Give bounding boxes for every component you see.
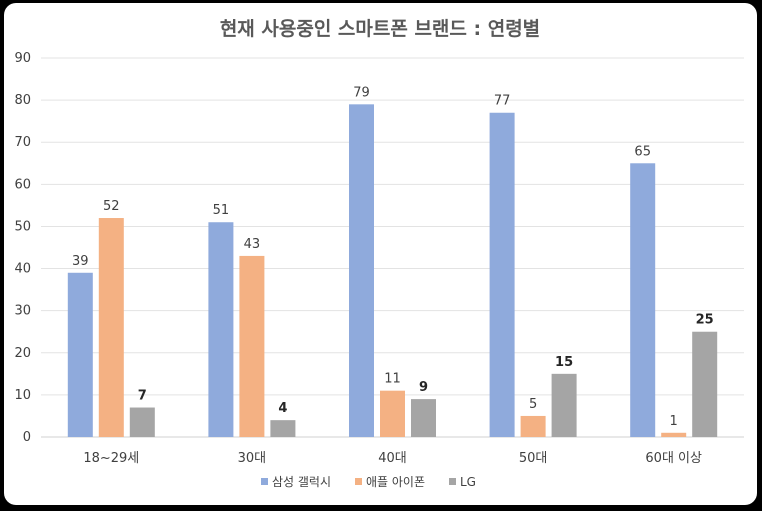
legend-label: 삼성 갤럭시 — [272, 475, 331, 489]
y-tick-label: 90 — [14, 51, 31, 66]
y-tick-label: 50 — [14, 219, 31, 234]
legend-label: LG — [460, 475, 476, 489]
data-label: 79 — [353, 85, 370, 100]
bar — [67, 272, 93, 437]
y-tick-label: 30 — [14, 304, 31, 319]
x-tick-label: 30대 — [238, 451, 267, 466]
bar — [661, 432, 687, 437]
data-label: 4 — [278, 401, 287, 416]
bar — [129, 407, 155, 437]
x-tick-label: 50대 — [519, 451, 548, 466]
data-label: 51 — [213, 203, 230, 218]
data-label: 11 — [384, 372, 401, 387]
data-label: 43 — [244, 237, 261, 252]
x-tick-label: 18~29세 — [83, 451, 139, 466]
x-axis-ticks: 18~29세 30대 40대 50대 60대 이상 — [83, 451, 702, 466]
data-label: 7 — [138, 389, 147, 404]
data-label: 15 — [555, 355, 573, 370]
bar — [208, 222, 234, 437]
legend-swatch — [449, 478, 456, 485]
bar — [98, 218, 124, 437]
x-tick-label: 40대 — [378, 451, 407, 466]
bar — [520, 415, 546, 437]
data-label: 1 — [670, 414, 678, 429]
bar — [380, 390, 405, 437]
y-tick-label: 20 — [14, 346, 31, 361]
legend-label: 애플 아이폰 — [366, 475, 425, 489]
bar — [630, 163, 656, 437]
legend-swatch — [261, 478, 268, 485]
bar — [489, 112, 515, 437]
gridlines — [41, 57, 744, 438]
bar — [551, 373, 577, 437]
data-label: 65 — [634, 144, 651, 159]
bar — [270, 420, 296, 437]
y-tick-label: 0 — [23, 430, 31, 445]
data-label: 52 — [103, 199, 120, 214]
data-labels: 39 52 7 51 43 4 79 11 9 77 5 15 65 1 25 — [72, 85, 714, 428]
y-tick-label: 70 — [14, 135, 31, 150]
data-label: 77 — [494, 94, 511, 109]
data-label: 9 — [419, 380, 428, 395]
data-label: 5 — [529, 397, 537, 412]
y-tick-label: 10 — [14, 388, 31, 403]
chart-card: 현재 사용중인 스마트폰 브랜드 : 연령별 0 10 20 30 40 50 60 70 80… — [4, 3, 757, 505]
data-label: 39 — [72, 254, 89, 269]
x-tick-label: 60대 이상 — [645, 451, 702, 466]
legend: 삼성 갤럭시 애플 아이폰 LG — [261, 475, 476, 489]
y-tick-label: 60 — [14, 177, 31, 192]
y-tick-label: 40 — [14, 262, 31, 277]
bar — [349, 104, 374, 438]
y-tick-label: 80 — [14, 93, 31, 108]
legend-swatch — [355, 478, 362, 485]
y-axis-ticks: 0 10 20 30 40 50 60 70 80 90 — [14, 51, 31, 445]
bar — [411, 399, 436, 437]
bars — [67, 104, 718, 438]
data-label: 25 — [696, 313, 714, 328]
chart-title: 현재 사용중인 스마트폰 브랜드 : 연령별 — [220, 18, 540, 40]
bar — [239, 255, 265, 437]
bar — [692, 331, 718, 437]
bar-chart: 현재 사용중인 스마트폰 브랜드 : 연령별 0 10 20 30 40 50 60 70 80… — [14, 18, 744, 489]
